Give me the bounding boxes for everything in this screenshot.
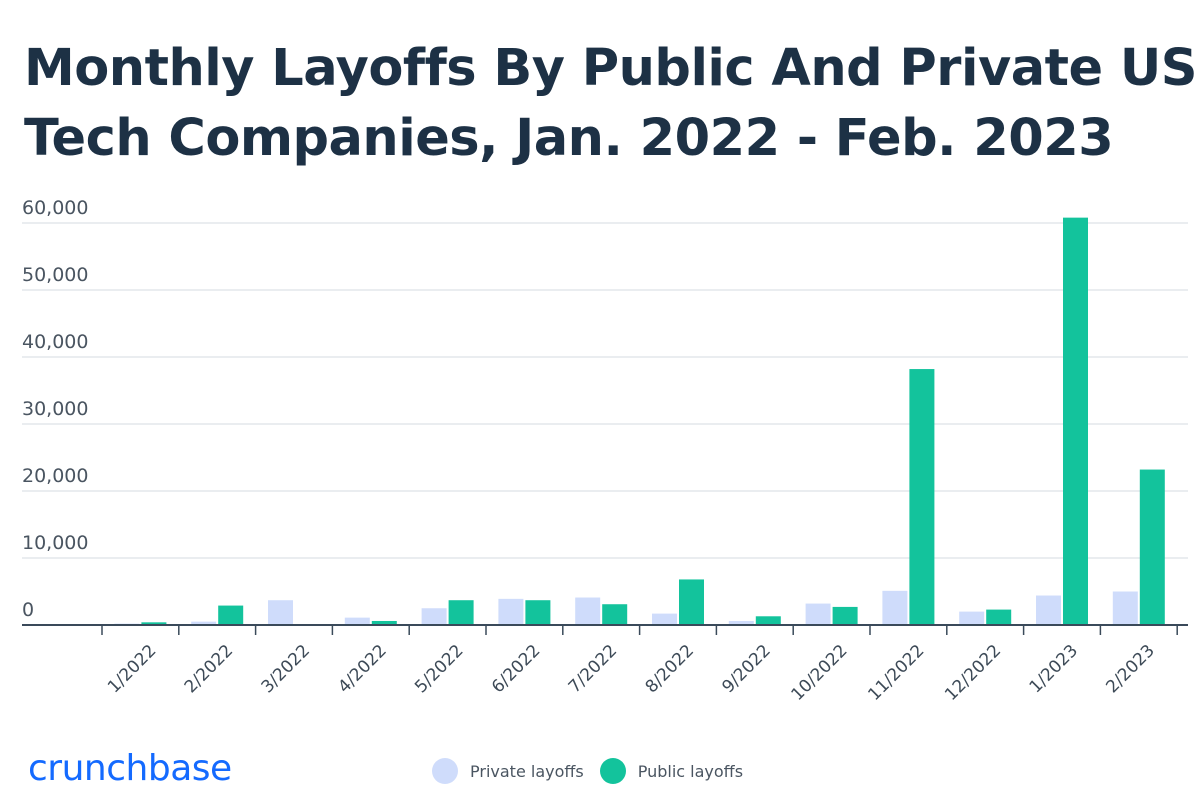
legend-label-private: Private layoffs: [470, 761, 584, 781]
y-tick-label: 60,000: [22, 197, 88, 219]
x-tick-label: 2/2022: [181, 641, 237, 697]
x-tick-label: 1/2022: [104, 641, 160, 697]
y-tick-label: 10,000: [22, 532, 88, 554]
y-tick-label: 20,000: [22, 465, 88, 487]
y-tick-label: 0: [22, 599, 34, 621]
bar-public-1/2023: [1063, 217, 1088, 625]
bar-private-12/2022: [959, 611, 985, 625]
x-tick-label: 6/2022: [488, 641, 544, 697]
bar-public-12/2022: [986, 609, 1012, 625]
bar-public-9/2022: [755, 616, 781, 625]
x-tick-label: 10/2022: [788, 641, 852, 705]
bar-private-3/2022: [268, 600, 293, 625]
x-tick-label: 12/2022: [941, 641, 1005, 705]
legend-item-private: Private layoffs: [432, 758, 584, 784]
y-tick-label: 40,000: [22, 331, 88, 353]
bar-public-2/2023: [1139, 469, 1165, 625]
y-tick-label: 30,000: [22, 398, 88, 420]
y-tick-label: 50,000: [22, 264, 88, 286]
chart-title-line-2: Tech Companies, Jan. 2022 - Feb. 2023: [24, 109, 1114, 168]
bar-private-6/2022: [498, 598, 524, 625]
bar-public-6/2022: [525, 600, 551, 625]
bar-private-5/2022: [421, 608, 447, 625]
bars: [114, 217, 1165, 625]
chart-title-line-1: Monthly Layoffs By Public And Private US: [24, 39, 1197, 98]
x-tick-label: 4/2022: [334, 641, 390, 697]
bar-private-11/2022: [882, 590, 908, 625]
legend: Private layoffs Public layoffs: [432, 758, 759, 784]
x-tick-label: 11/2022: [864, 641, 928, 705]
bar-private-8/2022: [652, 613, 677, 625]
bar-private-7/2022: [575, 597, 601, 625]
legend-swatch-private: [432, 758, 458, 784]
bar-private-2/2023: [1112, 591, 1138, 625]
bar-public-2/2022: [218, 605, 244, 625]
bar-public-8/2022: [679, 579, 704, 625]
bar-public-11/2022: [909, 369, 935, 625]
bar-private-2/2022: [191, 621, 217, 625]
x-axis-labels: 1/2022 2/2022 3/2022 4/2022 5/2022 6/2022 7/20…: [104, 641, 1159, 705]
x-tick-label: 3/2022: [258, 641, 314, 697]
x-tick-label: 2/2023: [1102, 641, 1158, 697]
crunchbase-logo: crunchbase: [28, 748, 232, 789]
x-axis: [22, 624, 1188, 635]
bar-public-5/2022: [448, 600, 474, 625]
x-tick-label: 5/2022: [411, 641, 467, 697]
y-axis-ticks: 0 10,000 20,000 30,000 40,000 50,000 60,000: [22, 197, 88, 621]
bar-public-4/2022: [371, 620, 397, 625]
legend-item-public: Public layoffs: [599, 758, 744, 784]
x-tick-label: 8/2022: [642, 641, 698, 697]
bar-public-10/2022: [832, 606, 858, 625]
legend-label-public: Public layoffs: [637, 761, 744, 781]
bar-private-1/2023: [1036, 595, 1061, 625]
chart-title: Monthly Layoffs By Public And Private US…: [24, 34, 1197, 174]
grid-lines: [22, 222, 1188, 559]
bar-public-1/2022: [141, 622, 167, 625]
bar-private-10/2022: [805, 603, 831, 625]
bar-public-7/2022: [602, 604, 628, 625]
bar-private-4/2022: [344, 617, 370, 625]
x-tick-label: 1/2023: [1026, 641, 1082, 697]
x-tick-label: 7/2022: [565, 641, 621, 697]
x-tick-label: 9/2022: [718, 641, 774, 697]
legend-swatch-public: [599, 758, 626, 784]
bar-private-9/2022: [728, 620, 754, 625]
